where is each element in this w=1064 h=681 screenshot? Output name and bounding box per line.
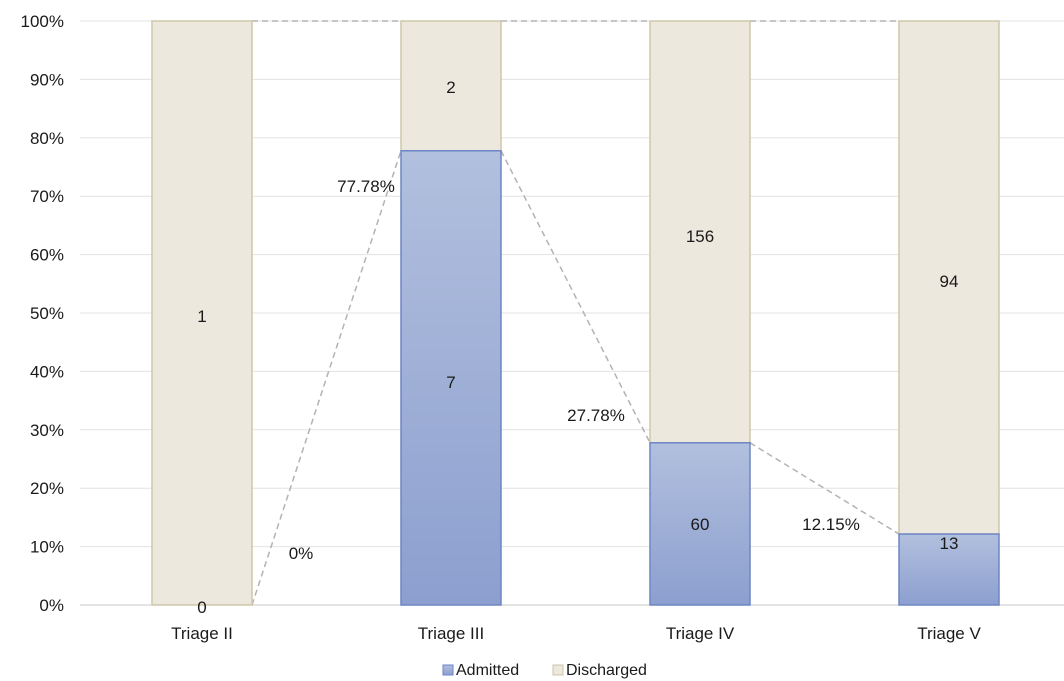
connector-line-admitted <box>749 442 900 535</box>
data-label-admitted: 0 <box>197 598 206 617</box>
data-label-discharged: 94 <box>940 272 959 291</box>
bar-discharged <box>151 20 253 606</box>
connector-lines <box>251 20 900 606</box>
bar-admitted <box>898 533 1000 606</box>
data-label-admitted: 13 <box>940 534 959 553</box>
y-tick-label: 0% <box>39 596 64 615</box>
y-tick-label: 90% <box>30 70 64 89</box>
data-label-admitted: 7 <box>446 373 455 392</box>
bars <box>151 20 1000 606</box>
y-tick-label: 40% <box>30 362 64 381</box>
connector-line-admitted <box>251 150 402 606</box>
bar-admitted <box>400 150 502 606</box>
legend: Admitted Discharged <box>442 662 647 679</box>
data-label-discharged: 156 <box>686 227 714 246</box>
legend-label: Admitted <box>456 662 519 679</box>
y-tick-label: 70% <box>30 187 64 206</box>
bar-admitted <box>649 442 751 606</box>
y-tick-label: 10% <box>30 538 64 557</box>
y-tick-label: 20% <box>30 479 64 498</box>
data-label-discharged: 1 <box>197 307 206 326</box>
y-tick-label: 30% <box>30 421 64 440</box>
y-tick-label: 100% <box>21 12 64 31</box>
bar-discharged <box>898 20 1000 535</box>
x-category-label: Triage V <box>917 624 981 643</box>
data-label-discharged: 2 <box>446 78 455 97</box>
admitted-percent-label: 0% <box>289 544 314 563</box>
admitted-percent-label: 27.78% <box>567 406 625 425</box>
y-tick-label: 50% <box>30 304 64 323</box>
admitted-percent-label: 12.15% <box>802 515 860 534</box>
legend-swatch <box>552 664 564 676</box>
x-category-label: Triage IV <box>666 624 735 643</box>
admitted-percent-label: 77.78% <box>337 177 395 196</box>
legend-swatch <box>442 664 454 676</box>
y-tick-label: 60% <box>30 246 64 265</box>
x-category-label: Triage II <box>171 624 233 643</box>
x-category-label: Triage III <box>418 624 484 643</box>
bar-discharged <box>400 20 502 152</box>
connector-line-admitted <box>500 150 651 444</box>
labels: 0%10%20%30%40%50%60%70%80%90%100%Triage … <box>21 12 982 643</box>
legend-label: Discharged <box>566 662 647 679</box>
data-label-admitted: 60 <box>691 515 710 534</box>
bar-discharged <box>649 20 751 444</box>
y-tick-label: 80% <box>30 129 64 148</box>
